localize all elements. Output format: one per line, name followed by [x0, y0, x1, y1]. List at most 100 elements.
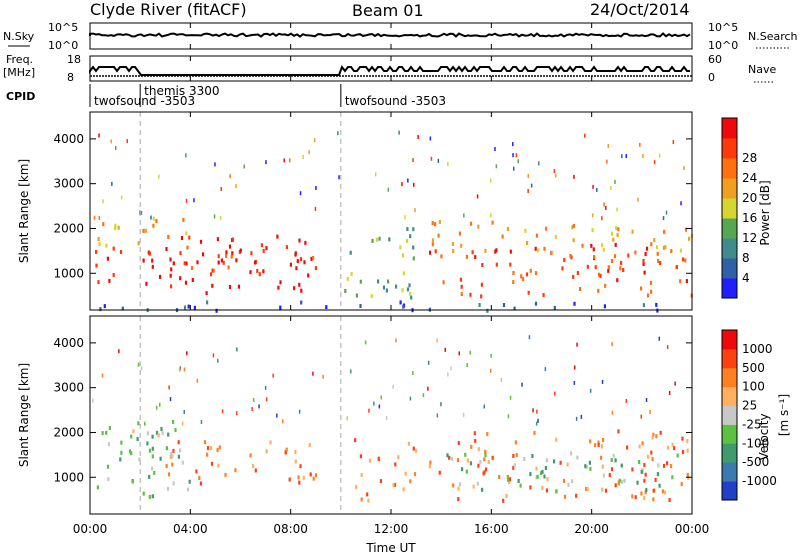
- heatmap-cell: [228, 285, 232, 289]
- scatter-cell: [513, 166, 515, 171]
- heatmap-cell: [605, 488, 608, 493]
- scatter-cell: [200, 420, 203, 424]
- scatter-cell: [220, 187, 222, 191]
- heatmap-cell: [165, 446, 168, 451]
- heatmap-cell: [669, 464, 673, 469]
- heatmap-cell: [235, 258, 238, 263]
- heatmap-cell: [401, 253, 405, 258]
- heatmap-cell: [184, 280, 188, 285]
- heatmap-cell: [512, 465, 515, 470]
- heatmap-cell: [151, 258, 154, 263]
- heatmap-cell: [495, 262, 498, 267]
- power-tick-label: 16: [742, 211, 757, 225]
- heatmap-cell: [228, 244, 232, 249]
- scatter-cell: [315, 186, 317, 190]
- heatmap-cell: [220, 258, 223, 263]
- heatmap-cell: [650, 450, 653, 455]
- heatmap-cell: [631, 467, 634, 472]
- heatmap-cell: [206, 300, 209, 305]
- scatter-cell: [430, 156, 433, 161]
- heatmap-cell: [397, 455, 400, 460]
- heatmap-cell: [437, 233, 440, 238]
- heatmap-cell: [641, 441, 644, 446]
- heatmap-cell: [555, 437, 558, 442]
- heatmap-cell: [535, 466, 538, 471]
- heatmap-cell: [376, 237, 379, 242]
- heatmap-cell: [512, 271, 515, 275]
- heatmap-cell: [509, 262, 512, 267]
- heatmap-cell: [180, 236, 184, 240]
- scatter-cell: [553, 169, 556, 174]
- heatmap-cell: [604, 283, 607, 288]
- heatmap-cell: [649, 280, 653, 285]
- scatter-cell: [668, 391, 671, 395]
- heatmap-cell: [183, 305, 187, 310]
- heatmap-cell: [517, 479, 520, 483]
- heatmap-cell: [508, 477, 512, 482]
- heatmap-cell: [136, 437, 139, 441]
- scatter-cell: [436, 413, 439, 418]
- axes: 00:00 04:00 08:00 12:00 16:00 20:00 00:00 1000 2…: [53, 23, 709, 536]
- heatmap-cell: [534, 246, 537, 251]
- heatmap-cell: [465, 254, 468, 259]
- heatmap-cell: [546, 477, 549, 481]
- scatter-cell: [532, 408, 534, 413]
- scatter-cell: [93, 215, 96, 220]
- freq-strip: Freq. [MHz] 18 8 60 0 Nave: [3, 53, 776, 84]
- heatmap-cell: [459, 482, 462, 487]
- heatmap-cell: [193, 305, 196, 310]
- heatmap-cell: [160, 427, 163, 431]
- scatter-cell: [680, 201, 682, 206]
- heatmap-cell: [148, 448, 152, 453]
- heatmap-cell: [602, 438, 605, 442]
- freq-tick-bottom: 8: [67, 71, 74, 84]
- x-tick-label: 00:00: [675, 522, 710, 536]
- heatmap-cell: [205, 291, 208, 296]
- scatter-cell: [512, 153, 514, 158]
- scatter-cell: [118, 349, 120, 354]
- heatmap-cell: [686, 472, 689, 477]
- heatmap-cell: [617, 481, 620, 486]
- heatmap-cell: [469, 461, 472, 466]
- heatmap-cell: [379, 479, 382, 484]
- scatter-cell: [658, 153, 661, 158]
- heatmap-cell: [206, 452, 209, 457]
- scatter-cell: [243, 164, 245, 169]
- heatmap-cell: [521, 277, 525, 282]
- heatmap-cell: [187, 304, 190, 309]
- heatmap-cell: [172, 419, 175, 424]
- heatmap-cell: [371, 238, 374, 243]
- heatmap-cell: [121, 306, 124, 311]
- scatter-cell: [155, 405, 158, 410]
- heatmap-cell: [406, 287, 410, 292]
- heatmap-cell: [368, 458, 371, 463]
- colorbar-swatch: [722, 278, 737, 299]
- scatter-cell: [111, 181, 113, 186]
- heatmap-cell: [285, 447, 288, 452]
- scatter-cell: [265, 160, 267, 165]
- heatmap-cell: [284, 450, 287, 454]
- heatmap-cell: [655, 434, 658, 439]
- heatmap-cell: [212, 268, 215, 273]
- heatmap-cell: [663, 229, 666, 234]
- heatmap-cell: [610, 259, 614, 263]
- colorbar-swatch: [722, 158, 737, 179]
- heatmap-cell: [262, 248, 265, 253]
- scatter-cell: [252, 397, 255, 402]
- heatmap-cell: [487, 460, 490, 464]
- heatmap-cell: [457, 441, 460, 445]
- heatmap-cell: [481, 487, 484, 492]
- heatmap-cell: [554, 234, 557, 239]
- heatmap-cell: [388, 237, 391, 242]
- heatmap-cell: [619, 266, 622, 271]
- scatter-cell: [440, 402, 442, 407]
- heatmap-cell: [130, 451, 133, 456]
- scatter-cell: [666, 345, 669, 350]
- heatmap-cell: [638, 444, 641, 449]
- heatmap-cell: [431, 242, 434, 247]
- heatmap-cell: [410, 295, 413, 300]
- heatmap-cell: [567, 482, 570, 487]
- scatter-cell: [495, 164, 498, 169]
- x-tick-label: 04:00: [173, 522, 208, 536]
